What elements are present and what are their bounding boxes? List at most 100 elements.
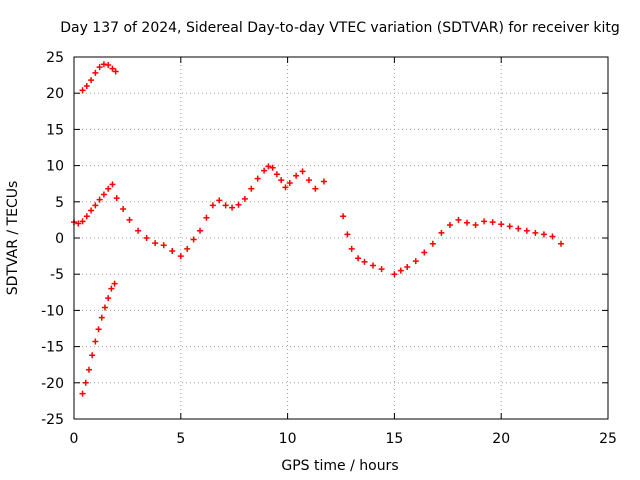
data-point <box>269 164 276 171</box>
data-point <box>152 240 159 247</box>
data-point <box>98 314 105 321</box>
y-tick-label: -25 <box>41 412 64 428</box>
data-point <box>378 266 385 273</box>
data-point <box>464 219 471 226</box>
data-point <box>83 82 90 89</box>
data-point <box>273 171 280 178</box>
data-point <box>79 218 86 225</box>
data-point <box>254 175 261 182</box>
data-point <box>312 185 319 192</box>
y-tick-label: 10 <box>46 159 64 175</box>
data-point <box>79 87 86 94</box>
data-point <box>248 185 255 192</box>
data-point <box>101 304 108 311</box>
data-point <box>235 201 242 208</box>
grid <box>74 57 608 419</box>
x-tick-label: 5 <box>176 431 185 447</box>
data-point <box>85 366 92 373</box>
data-point <box>340 213 347 220</box>
data-point <box>532 229 539 236</box>
data-point <box>108 285 115 292</box>
data-point <box>120 206 127 213</box>
data-point <box>126 216 133 223</box>
data-point <box>472 221 479 228</box>
data-point <box>96 196 103 203</box>
data-point <box>92 338 99 345</box>
data-point <box>143 235 150 241</box>
data-point <box>370 262 377 269</box>
data-point <box>506 223 513 230</box>
data-point <box>112 68 119 75</box>
y-tick-label: 0 <box>55 231 64 247</box>
y-tick-label: 20 <box>46 86 64 102</box>
data-point <box>348 245 355 252</box>
data-point <box>105 61 112 68</box>
y-axis-label: SDTVAR / TECUs <box>5 181 21 296</box>
data-point <box>286 179 293 186</box>
x-tick-label: 15 <box>385 431 403 447</box>
data-point <box>190 236 197 243</box>
x-tick-label: 20 <box>492 431 510 447</box>
data-point <box>100 191 107 198</box>
data-point <box>92 202 99 209</box>
data-point <box>481 218 488 225</box>
data-point <box>282 184 289 191</box>
data-point <box>397 267 404 274</box>
x-tick-label: 10 <box>279 431 297 447</box>
y-tick-label: -5 <box>50 267 64 283</box>
y-tick-label: -20 <box>41 376 64 392</box>
data-point <box>498 221 505 228</box>
data-point <box>549 233 556 240</box>
data-point <box>421 249 428 256</box>
data-point <box>361 258 368 265</box>
data-point <box>293 172 300 179</box>
data-point <box>429 240 436 247</box>
data-point <box>111 280 118 287</box>
data-point <box>523 227 530 234</box>
data-point <box>320 178 327 185</box>
data-point <box>412 258 419 265</box>
series-main <box>71 163 565 278</box>
data-point <box>75 220 82 227</box>
data-point <box>92 69 99 76</box>
data-point <box>355 255 362 262</box>
x-axis-label: GPS time / hours <box>281 458 398 474</box>
data-point <box>169 248 176 255</box>
data-point <box>299 168 306 175</box>
data-point <box>229 204 236 211</box>
x-tick-label: 0 <box>70 431 79 447</box>
data-point <box>177 253 184 260</box>
data-point <box>83 213 90 220</box>
data-point <box>197 227 204 234</box>
data-point <box>113 195 120 202</box>
data-point <box>105 295 112 302</box>
series-arc-top <box>79 61 119 94</box>
data-point <box>184 245 191 252</box>
y-tick-label: 15 <box>46 122 64 138</box>
data-point <box>222 202 229 209</box>
data-point <box>404 263 411 270</box>
data-point <box>89 352 96 359</box>
y-tick-label: 5 <box>55 195 64 211</box>
data-points <box>71 61 565 397</box>
data-point <box>344 231 351 238</box>
tick-labels: 0 5 10 15 20 25 -25 -20 -15 -10 -5 0 5 10 15 20 25 <box>41 50 617 447</box>
data-point <box>82 379 89 386</box>
x-tick-label: 25 <box>599 431 617 447</box>
data-point <box>109 65 116 72</box>
data-point <box>109 181 116 188</box>
data-point <box>540 231 547 238</box>
data-point <box>391 271 398 278</box>
data-point <box>241 195 248 202</box>
data-point <box>105 185 112 192</box>
data-point <box>261 167 268 174</box>
data-point <box>96 64 103 71</box>
data-point <box>446 221 453 228</box>
data-point <box>515 225 522 232</box>
data-point <box>95 326 102 333</box>
data-point <box>79 390 86 397</box>
data-point <box>88 207 95 214</box>
data-point <box>438 229 445 236</box>
data-point <box>305 177 312 184</box>
